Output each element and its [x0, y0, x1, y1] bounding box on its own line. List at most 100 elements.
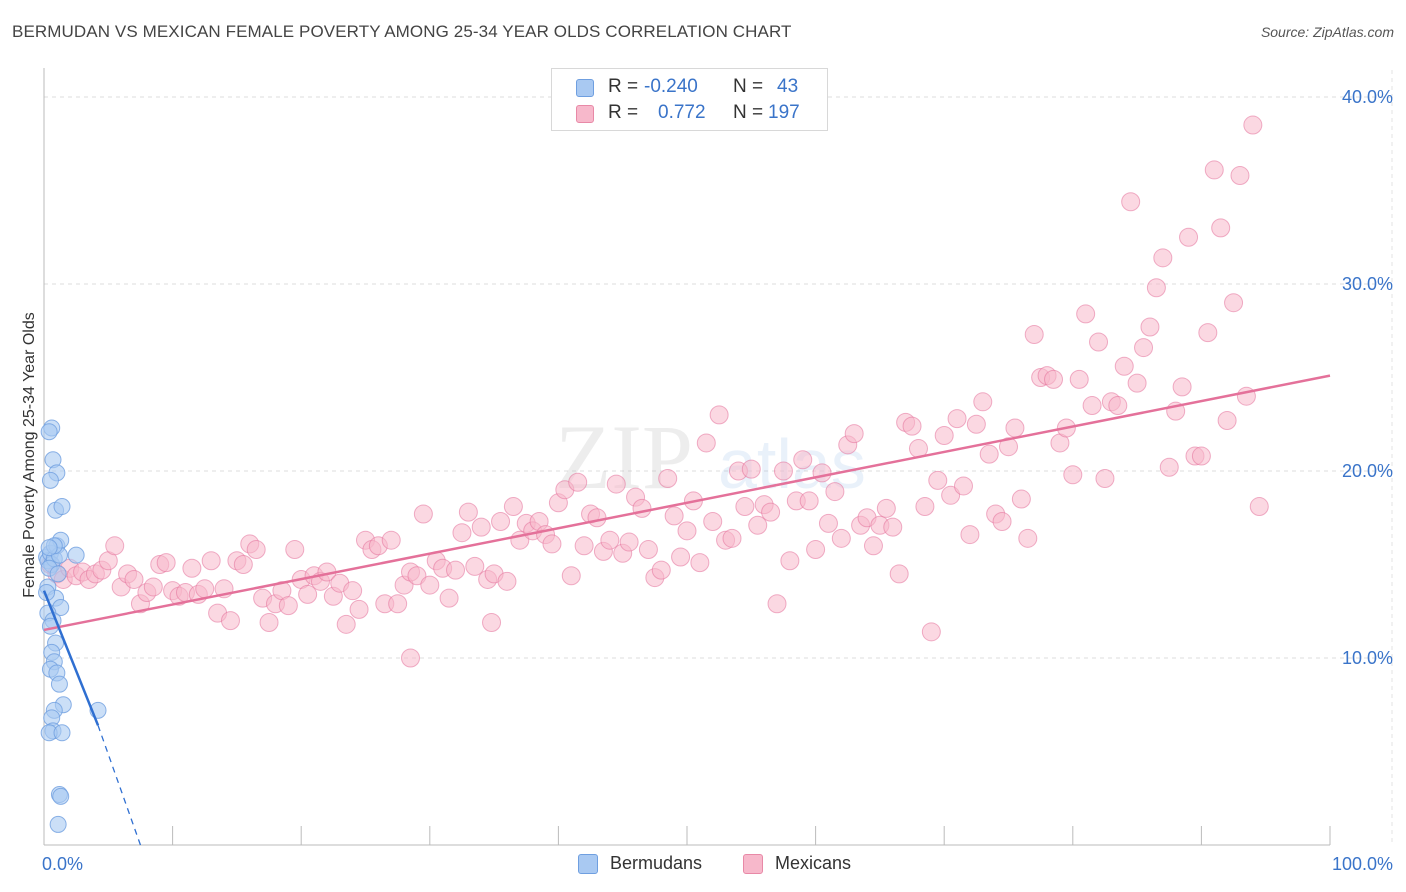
mexicans-point	[915, 497, 935, 517]
mexicans-point	[1134, 338, 1154, 358]
mexicans-point	[156, 553, 176, 573]
bottom-legend-label-bermudans: Bermudans	[610, 853, 703, 873]
mexicans-point	[992, 511, 1012, 531]
bermudans-point	[53, 724, 71, 742]
mexicans-point	[831, 528, 851, 548]
bermudans-point	[40, 539, 58, 557]
mexicans-point	[748, 515, 768, 535]
mexicans-point	[696, 433, 716, 453]
tick-labels: 10.0% 20.0% 30.0% 40.0% 0.0% 100.0%	[42, 87, 1393, 874]
mexicans-point	[439, 588, 459, 608]
mexicans-point	[105, 536, 125, 556]
y-tick-label: 40.0%	[1342, 87, 1393, 107]
mexicans-point	[671, 547, 691, 567]
bermudans-points	[38, 419, 107, 833]
mexicans-point	[677, 521, 697, 541]
mexicans-point	[818, 513, 838, 533]
mexicans-point	[143, 577, 163, 597]
mexicans-point	[1159, 457, 1179, 477]
legend-r-value: 0.772	[658, 102, 706, 123]
mexicans-point	[124, 569, 144, 589]
mexicans-point	[638, 540, 658, 560]
mexicans-point	[1230, 166, 1250, 186]
mexicans-point	[793, 450, 813, 470]
mexicans-point	[1224, 293, 1244, 313]
mexicans-point	[1114, 356, 1134, 376]
mexicans-point	[458, 502, 478, 522]
mexicans-point	[844, 424, 864, 444]
mexicans-point	[568, 472, 588, 492]
mexicans-point	[259, 612, 279, 632]
mexicans-point	[298, 584, 318, 604]
mexicans-point	[632, 498, 652, 518]
mexicans-point	[220, 611, 240, 631]
bermudans-point	[40, 423, 58, 441]
mexicans-point	[401, 648, 421, 668]
mexicans-point	[201, 551, 221, 571]
mexicans-point	[703, 511, 723, 531]
bermudans-point	[52, 787, 70, 805]
mexicans-point	[773, 461, 793, 481]
bermudans-point	[38, 584, 56, 602]
mexicans-point	[741, 459, 761, 479]
mexicans-point	[1082, 396, 1102, 416]
legend-swatch-mexicans	[576, 105, 594, 123]
mexicans-point	[928, 470, 948, 490]
mexicans-point	[1249, 497, 1269, 517]
bottom-legend-swatch-mexicans	[743, 854, 763, 874]
mexicans-point	[388, 594, 408, 614]
mexicans-point	[600, 530, 620, 550]
mexicans-point	[233, 555, 253, 574]
mexicans-point	[561, 566, 581, 586]
mexicans-point	[1198, 323, 1218, 343]
mexicans-point	[246, 540, 266, 560]
mexicans-point	[999, 437, 1018, 457]
mexicans-point	[1121, 192, 1141, 212]
mexicans-point	[497, 571, 517, 591]
mexicans-point	[1140, 317, 1160, 337]
mexicans-point	[1127, 373, 1147, 393]
bottom-legend-swatch-bermudans	[578, 854, 598, 874]
mexicans-point	[574, 536, 594, 556]
bermudans-point	[41, 471, 59, 489]
bermudans-point	[49, 815, 67, 833]
mexicans-point	[825, 482, 845, 502]
mexicans-point	[889, 564, 909, 584]
mexicans-point	[413, 504, 433, 524]
mexicans-point	[1018, 528, 1038, 548]
mexicans-point	[1005, 418, 1025, 438]
legend-row-mexicans: R = 0.772 N = 197	[552, 102, 827, 126]
mexicans-point	[979, 444, 999, 464]
mexicans-point	[1211, 218, 1231, 238]
x-tick-label: 0.0%	[42, 854, 83, 874]
mexicans-point	[420, 575, 440, 595]
mexicans-point	[1044, 369, 1064, 389]
bottom-legend-label-mexicans: Mexicans	[775, 853, 852, 873]
mexicans-point	[1108, 396, 1128, 416]
mexicans-point	[195, 579, 215, 599]
mexicans-point	[966, 414, 986, 434]
mexicans-point	[1179, 227, 1199, 247]
mexicans-point	[381, 530, 401, 550]
legend-r-label: R =	[608, 76, 639, 97]
bermudans-point	[49, 565, 67, 583]
mexicans-point	[780, 551, 800, 571]
mexicans-point	[278, 596, 298, 616]
bermudans-point	[50, 675, 68, 693]
mexicans-point	[947, 409, 967, 429]
chart-title: BERMUDAN VS MEXICAN FEMALE POVERTY AMONG…	[12, 22, 792, 41]
watermark-zip: ZIP	[555, 406, 693, 508]
y-tick-label: 30.0%	[1342, 274, 1393, 294]
mexicans-point	[767, 594, 787, 614]
mexicans-point	[722, 528, 742, 548]
legend-n-value: 197	[768, 102, 800, 123]
mexicans-point	[921, 622, 941, 642]
mexicans-point	[799, 491, 819, 511]
mexicans-point	[934, 425, 954, 445]
mexicans-point	[542, 534, 562, 554]
mexicans-trend-line	[43, 374, 1331, 632]
mexicans-point	[761, 502, 781, 522]
mexicans-point	[902, 416, 922, 436]
mexicans-point	[1011, 489, 1031, 509]
mexicans-point	[941, 485, 961, 505]
